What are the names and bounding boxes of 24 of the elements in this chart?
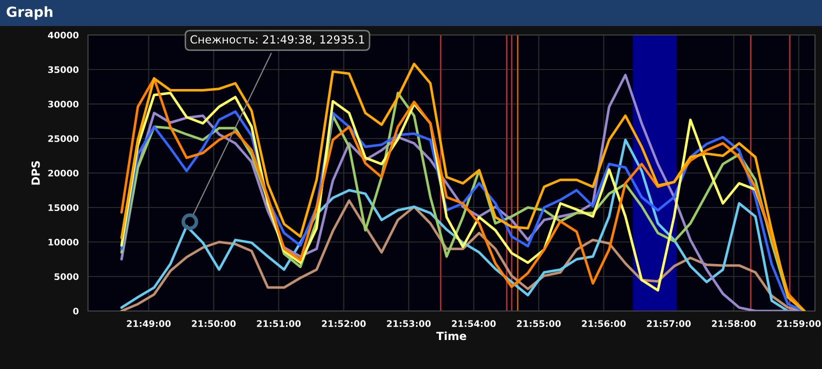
y-tick-label: 40000 bbox=[48, 32, 79, 39]
y-tick-label: 25000 bbox=[48, 135, 79, 142]
x-tick-label: 21:51:00 bbox=[256, 320, 301, 328]
x-tick-label: 21:57:00 bbox=[646, 320, 691, 328]
x-tick-label: 21:55:00 bbox=[516, 320, 561, 328]
annotation: Снежность: 21:49:38, 12935.1 bbox=[190, 35, 364, 45]
y-axis-title: DPS bbox=[31, 161, 40, 185]
x-tick-label: 21:49:00 bbox=[126, 320, 171, 328]
x-axis-title: Time bbox=[436, 332, 466, 340]
chart-title: Graph bbox=[6, 6, 52, 20]
x-tick-label: 21:53:00 bbox=[386, 320, 431, 328]
y-tick-label: 35000 bbox=[48, 66, 79, 74]
x-tick-label: 21:58:00 bbox=[712, 320, 756, 328]
x-tick-label: 21:59:00 bbox=[776, 320, 821, 328]
x-tick-label: 21:54:00 bbox=[452, 320, 496, 328]
x-tick-label: 21:56:00 bbox=[582, 320, 626, 328]
x-tick-label: 21:50:00 bbox=[192, 320, 236, 328]
y-tick-label: 15000 bbox=[48, 204, 79, 212]
y-tick-label: 0 bbox=[73, 308, 79, 315]
y-tick-label: 20000 bbox=[48, 170, 79, 177]
x-tick-label: 21:52:00 bbox=[322, 320, 366, 328]
y-tick-label: 10000 bbox=[48, 238, 79, 246]
y-tick-label: 5000 bbox=[54, 273, 79, 280]
y-tick-label: 30000 bbox=[48, 100, 79, 108]
